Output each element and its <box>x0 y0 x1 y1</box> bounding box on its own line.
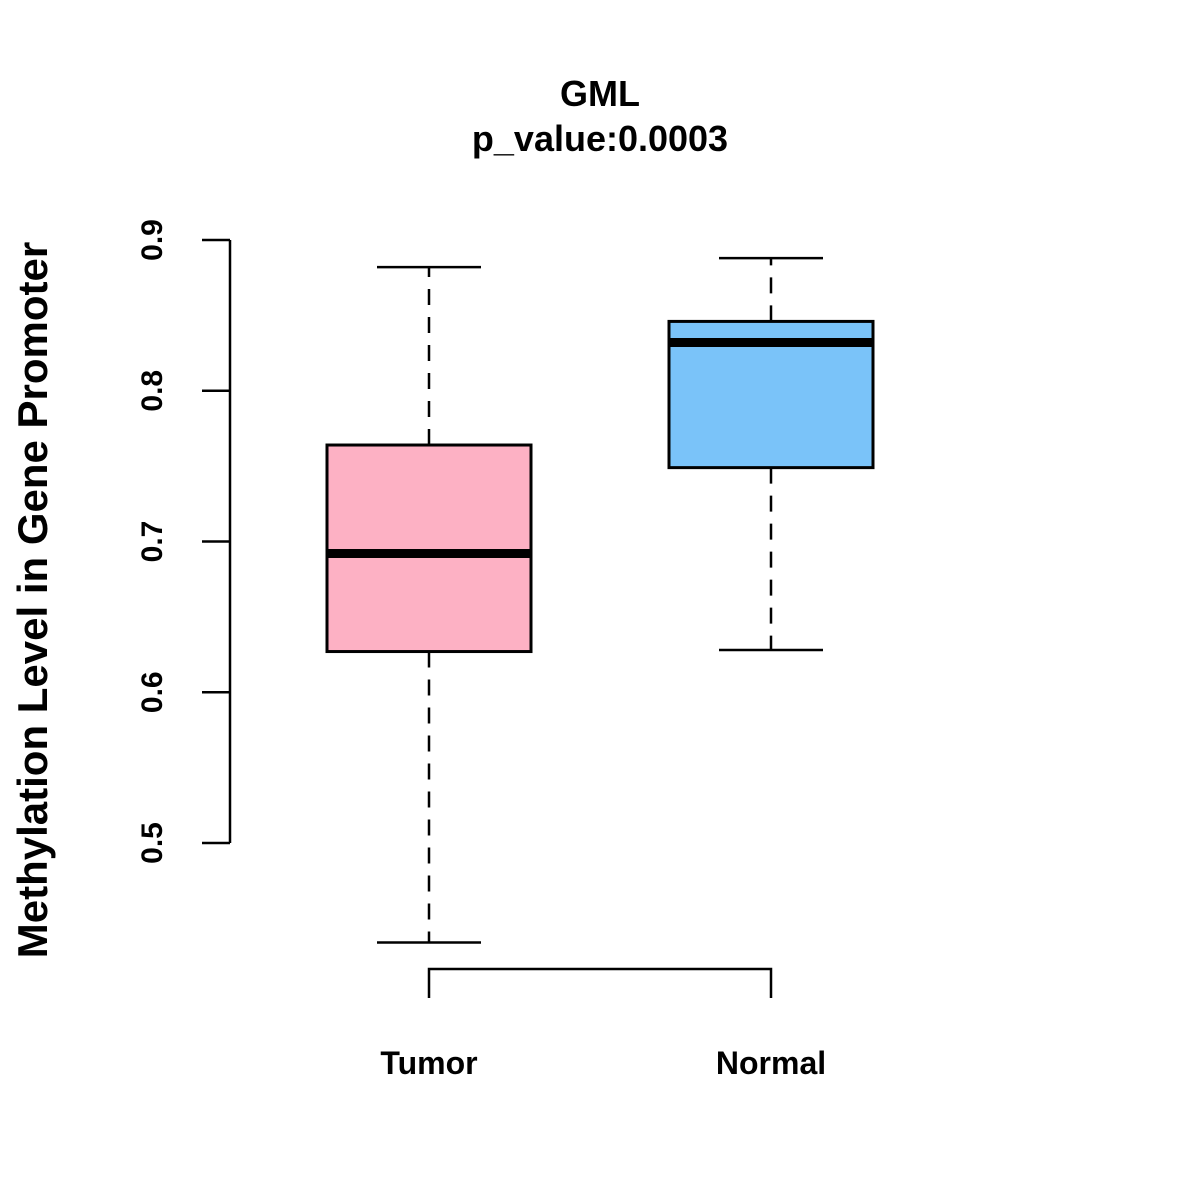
y-tick-label: 0.6 <box>136 671 169 713</box>
x-tick-label-normal: Normal <box>716 1045 826 1081</box>
box-tumor <box>325 265 533 944</box>
chart-title: GML <box>560 73 640 114</box>
y-tick-label: 0.8 <box>136 370 169 412</box>
y-axis: 0.5 0.6 0.7 0.8 0.9 <box>136 219 232 864</box>
x-tick-label-tumor: Tumor <box>380 1045 477 1081</box>
y-tick-label: 0.5 <box>136 822 169 864</box>
chart-subtitle: p_value:0.0003 <box>472 118 728 159</box>
x-axis-labels: Tumor Normal <box>380 1045 826 1081</box>
iqr-box <box>325 443 533 654</box>
box-normal <box>667 256 875 652</box>
box-layer <box>325 256 875 944</box>
y-tick-label: 0.7 <box>136 521 169 563</box>
y-tick-label: 0.9 <box>136 219 169 261</box>
bracket-line <box>427 967 773 998</box>
comparison-bracket <box>427 967 773 998</box>
y-axis-label: Methylation Level in Gene Promoter <box>9 242 56 958</box>
